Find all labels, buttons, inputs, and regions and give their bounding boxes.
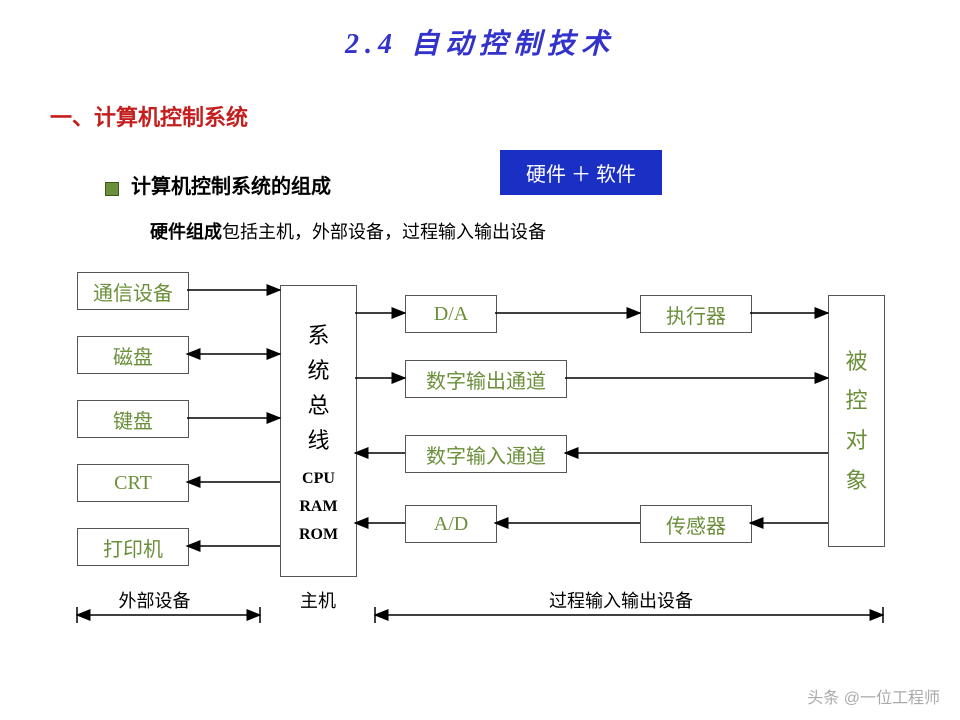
left-box-2: 键盘 — [77, 400, 189, 438]
range-label: 过程输入输出设备 — [549, 587, 693, 613]
mid-digin: 数字输入通道 — [405, 435, 567, 473]
left-box-1: 磁盘 — [77, 336, 189, 374]
range-label: 外部设备 — [119, 587, 191, 613]
bus-title: 系统总线 — [307, 318, 329, 459]
target-box: 被控对象 — [828, 295, 885, 547]
left-box-3: CRT — [77, 464, 189, 502]
desc-strong: 硬件组成 — [150, 222, 222, 242]
watermark: 头条 @一位工程师 — [807, 684, 940, 708]
badge-hardware-software: 硬件 ＋ 软件 — [500, 150, 662, 195]
section-title: 计算机控制系统 — [94, 105, 248, 130]
mid-ad: A/D — [405, 505, 497, 543]
left-box-0: 通信设备 — [77, 272, 189, 310]
bus-sub: CPURAMROM — [299, 470, 338, 544]
left-box-4: 打印机 — [77, 528, 189, 566]
right-sensor: 传感器 — [640, 505, 752, 543]
section-prefix: 一、 — [50, 105, 94, 130]
section-heading: 一、计算机控制系统 — [50, 100, 248, 132]
range-label: 主机 — [300, 587, 336, 613]
bullet-icon — [105, 182, 119, 196]
desc-rest: 包括主机，外部设备，过程输入输出设备 — [222, 222, 546, 242]
mid-da: D/A — [405, 295, 497, 333]
page-title: 2.4 自动控制技术 — [0, 22, 960, 62]
right-exec: 执行器 — [640, 295, 752, 333]
hardware-description: 硬件组成包括主机，外部设备，过程输入输出设备 — [150, 218, 546, 244]
bullet-line: 计算机控制系统的组成 — [105, 170, 331, 199]
bus-box: 系统总线 CPURAMROM — [280, 285, 357, 577]
mid-digout: 数字输出通道 — [405, 360, 567, 398]
bullet-text: 计算机控制系统的组成 — [131, 176, 331, 198]
badge-text: 硬件 ＋ 软件 — [526, 164, 636, 186]
